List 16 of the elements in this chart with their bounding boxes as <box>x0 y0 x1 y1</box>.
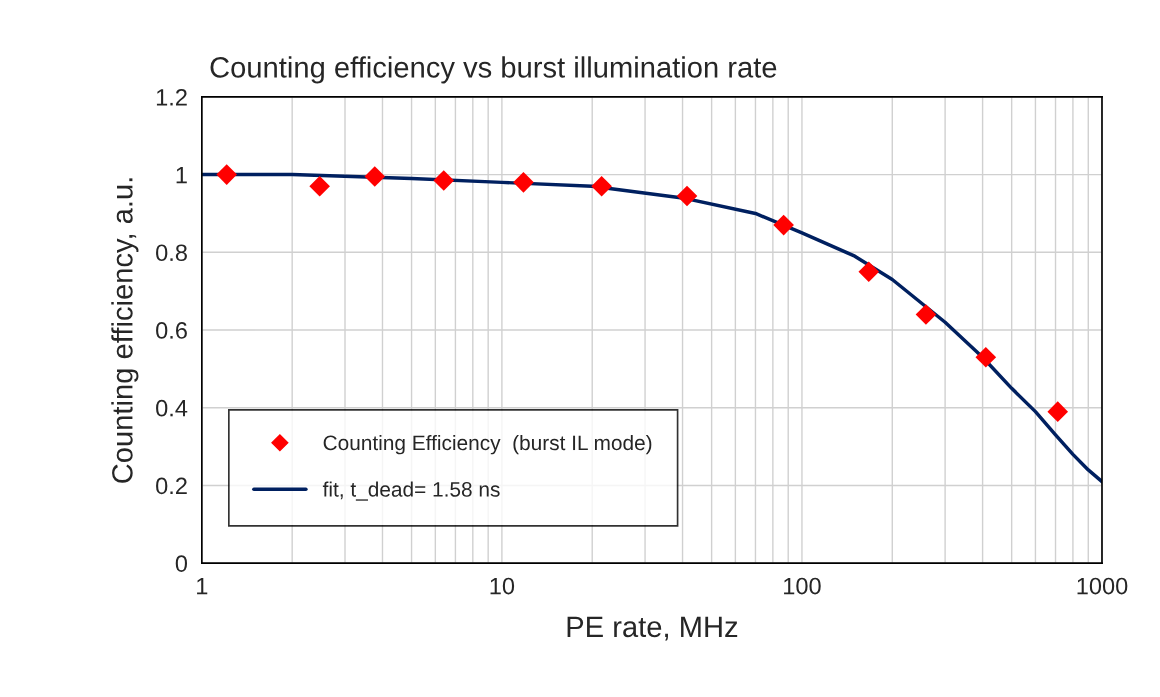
y-tick-label: 0.8 <box>156 244 187 262</box>
x-tick-label: 100 <box>784 577 821 595</box>
legend-label: fit, t_dead= 1.58 ns <box>322 481 500 501</box>
x-tick-label: 1000 <box>1077 577 1128 595</box>
y-tick-label: 0.2 <box>156 477 187 495</box>
y-tick-label: 0.4 <box>156 399 188 417</box>
x-axis-title: PE rate, MHz <box>567 616 738 641</box>
y-tick-label: 0.6 <box>156 322 187 339</box>
chart-title: Counting efficiency vs burst illumination rate <box>210 56 777 84</box>
x-tick-label: 1 <box>197 577 208 595</box>
y-axis-title: Counting efficiency, a.u. <box>111 178 139 483</box>
y-tick-label: 0 <box>175 555 188 572</box>
y-tick-label: 1.2 <box>156 88 187 106</box>
legend-label: Counting Efficiency (burst IL mode) <box>323 434 652 455</box>
y-tick-label: 1 <box>176 166 187 184</box>
x-tick-label: 10 <box>490 577 515 595</box>
